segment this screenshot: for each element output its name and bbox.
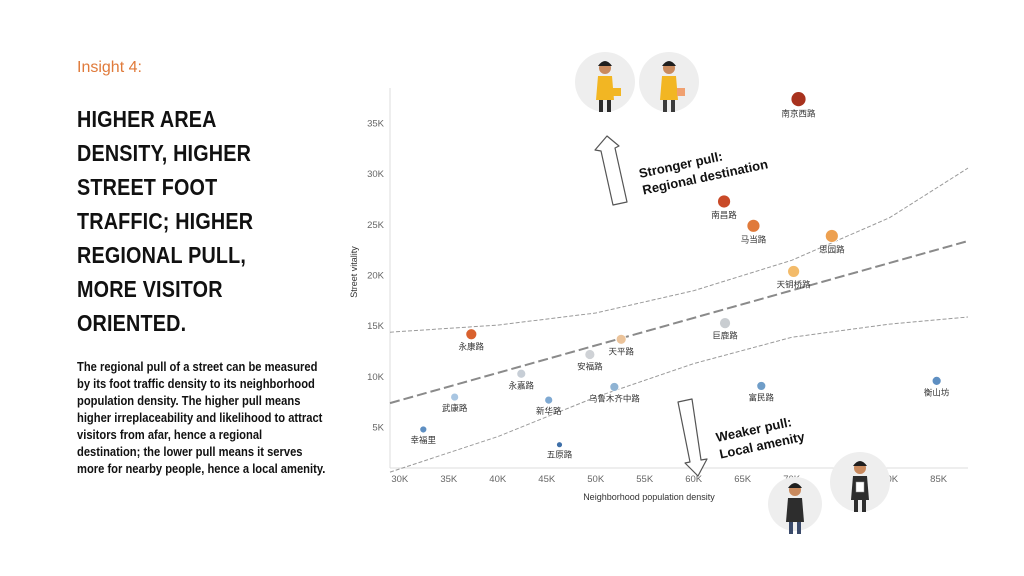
annotation-weaker-pull: Weaker pull:Local amenity xyxy=(715,414,807,461)
x-tick-label: 60K xyxy=(685,474,703,485)
annotation-stronger-pull: Stronger pull:Regional destination xyxy=(638,149,770,198)
figure-bag xyxy=(677,88,685,96)
y-tick-label: 30K xyxy=(367,169,385,180)
headline: HIGHER AREA DENSITY, HIGHER STREET FOOT … xyxy=(77,106,254,336)
x-tick-label: 85K xyxy=(930,474,948,485)
arrow-up-shape xyxy=(594,135,628,206)
figure-leg xyxy=(671,100,675,112)
figure-leg xyxy=(854,500,858,512)
figure-leg xyxy=(862,500,866,512)
point-label: 乌鲁木齐中路 xyxy=(589,393,641,404)
point-label: 幸福里 xyxy=(411,435,437,446)
y-tick-label: 10K xyxy=(367,372,385,383)
arrow-down-shape xyxy=(677,398,708,477)
data-point xyxy=(756,381,767,391)
confidence-upper-line xyxy=(389,167,969,333)
person-resident-icon xyxy=(768,477,822,534)
x-tick-label: 55K xyxy=(636,474,654,485)
point-label: 南昌路 xyxy=(711,210,737,221)
point-label: 天平路 xyxy=(608,346,634,357)
data-point xyxy=(746,218,761,233)
figure-hair xyxy=(662,61,676,66)
data-point xyxy=(556,441,563,449)
person-phone-icon xyxy=(639,52,699,112)
figure-body xyxy=(596,76,614,100)
x-tick-label: 35K xyxy=(440,474,458,485)
arrow-down-icon xyxy=(677,398,708,477)
point-label: 衡山坊 xyxy=(924,387,950,398)
figure-leg xyxy=(599,100,603,112)
person-shopper-icon xyxy=(575,52,635,112)
data-point xyxy=(931,375,942,386)
point-label: 巨鹿路 xyxy=(712,331,738,342)
data-point xyxy=(584,349,596,360)
x-tick-label: 40K xyxy=(489,474,507,485)
data-point xyxy=(787,265,801,278)
figure-paper xyxy=(855,481,865,493)
figure-leg xyxy=(789,522,793,534)
figure-bag xyxy=(613,88,621,96)
figure-hair xyxy=(788,483,802,488)
point-label: 五原路 xyxy=(547,450,573,461)
point-label: 新华路 xyxy=(536,406,562,417)
x-tick-label: 30K xyxy=(391,474,409,485)
figure-leg xyxy=(663,100,667,112)
point-label: 马当路 xyxy=(741,234,767,245)
y-tick-label: 5K xyxy=(372,422,384,433)
point-label: 安福路 xyxy=(577,362,603,373)
data-point xyxy=(615,333,627,345)
x-tick-label: 80K xyxy=(881,474,899,485)
trend-line xyxy=(389,240,969,405)
figure-body xyxy=(660,76,678,100)
point-label: 思园路 xyxy=(819,244,845,255)
insight-label: Insight 4: xyxy=(77,59,142,76)
arrow-up-icon xyxy=(594,135,628,206)
x-axis-title: Neighborhood population density xyxy=(583,492,715,502)
data-point xyxy=(516,368,527,379)
y-axis-title: Street vitality xyxy=(349,246,359,298)
plot-area xyxy=(389,88,968,469)
figure-hair xyxy=(598,61,612,66)
figure-hair xyxy=(853,461,867,466)
point-label: 南京西路 xyxy=(782,109,817,120)
data-point xyxy=(465,328,478,341)
point-label: 武康路 xyxy=(442,403,468,414)
figure-body xyxy=(786,498,804,522)
data-point xyxy=(609,382,620,392)
x-tick-label: 45K xyxy=(538,474,556,485)
person-reader-icon xyxy=(830,452,890,512)
x-tick-label: 50K xyxy=(587,474,605,485)
y-tick-label: 25K xyxy=(367,220,385,231)
figure-leg xyxy=(797,522,801,534)
body-text: The regional pull of a street can be mea… xyxy=(77,359,326,476)
confidence-lower-line xyxy=(389,316,969,473)
point-label: 富民路 xyxy=(749,392,775,403)
point-label: 天钥桥路 xyxy=(777,279,812,290)
data-point xyxy=(717,194,731,209)
data-point xyxy=(719,317,731,329)
point-label: 永嘉路 xyxy=(509,380,535,391)
y-tick-label: 15K xyxy=(367,321,385,332)
point-label: 永康路 xyxy=(459,342,485,353)
data-point xyxy=(544,395,554,405)
y-tick-label: 35K xyxy=(367,118,385,129)
x-tick-label: 65K xyxy=(734,474,752,485)
data-point xyxy=(790,91,807,108)
y-tick-label: 20K xyxy=(367,270,385,281)
data-point xyxy=(419,425,428,434)
data-point xyxy=(450,392,460,402)
data-point xyxy=(824,229,839,243)
figure-leg xyxy=(607,100,611,112)
